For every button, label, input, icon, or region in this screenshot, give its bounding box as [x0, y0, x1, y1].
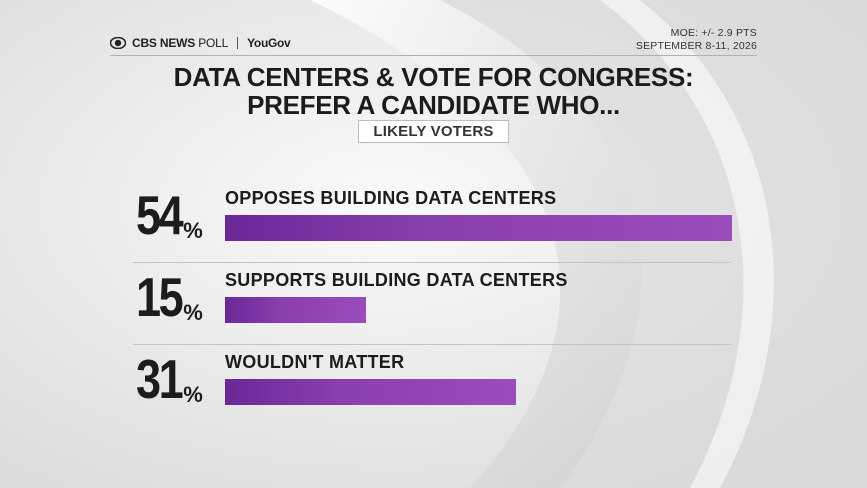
poll-meta: MOE: +/- 2.9 PTS SEPTEMBER 8-11, 2026: [636, 27, 757, 53]
bar-category-label: SUPPORTS BUILDING DATA CENTERS: [225, 270, 568, 290]
chart-title: DATA CENTERS & VOTE FOR CONGRESS: PREFER…: [110, 63, 757, 119]
brand-header: CBS NEWS POLL YouGov: [110, 36, 291, 50]
bar-value-label: 31%: [136, 350, 203, 408]
percent-sign: %: [183, 300, 203, 325]
poll-dates: SEPTEMBER 8-11, 2026: [635, 40, 757, 52]
bar-category-label: OPPOSES BUILDING DATA CENTERS: [225, 188, 557, 208]
percent-sign: %: [183, 218, 203, 243]
bar-value-number: 31: [136, 348, 184, 410]
bar-category-label: WOULDN'T MATTER: [225, 352, 405, 372]
header-rule: [110, 55, 757, 56]
bar-value-label: 15%: [136, 268, 203, 326]
row-divider: [133, 344, 731, 345]
bar: [225, 297, 366, 323]
bar-row: 15% SUPPORTS BUILDING DATA CENTERS: [133, 264, 733, 346]
bar-row: 31% WOULDN'T MATTER: [133, 346, 733, 428]
bar-value-label: 54%: [136, 186, 203, 244]
brand-divider: [237, 37, 239, 49]
bar-row: 54% OPPOSES BUILDING DATA CENTERS: [133, 182, 733, 264]
percent-sign: %: [183, 382, 203, 407]
chart-title-line1: DATA CENTERS & VOTE FOR CONGRESS:: [173, 62, 694, 92]
brand-name: CBS NEWS POLL: [132, 36, 229, 50]
bar-chart: 54% OPPOSES BUILDING DATA CENTERS 15% SUPPO…: [133, 182, 733, 428]
bar-value-number: 54: [136, 184, 184, 246]
bar-value-number: 15: [136, 266, 184, 328]
chart-subtitle: LIKELY VOTERS: [358, 120, 509, 143]
chart-title-line2: PREFER A CANDIDATE WHO...: [247, 90, 620, 120]
row-divider: [133, 262, 731, 263]
cbs-eye-icon: [110, 37, 126, 49]
yougov-logo: YouGov: [247, 36, 291, 50]
margin-of-error: MOE: +/- 2.9 PTS: [670, 27, 757, 39]
bar: [225, 215, 732, 241]
bar: [225, 379, 516, 405]
